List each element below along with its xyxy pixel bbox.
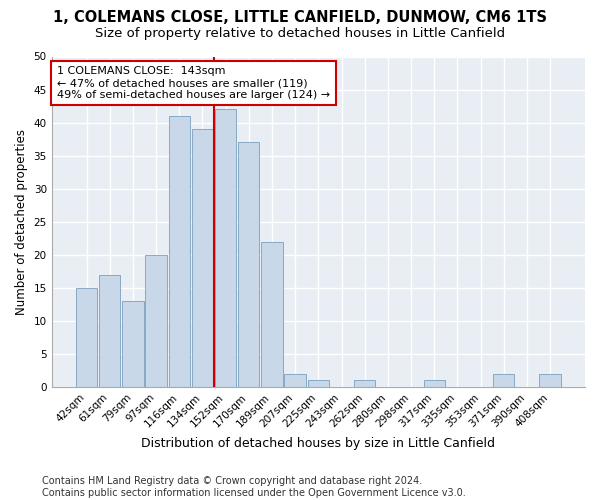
Text: Size of property relative to detached houses in Little Canfield: Size of property relative to detached ho… bbox=[95, 28, 505, 40]
Bar bbox=[169, 116, 190, 387]
Bar bbox=[76, 288, 97, 387]
Bar bbox=[493, 374, 514, 387]
Bar bbox=[284, 374, 306, 387]
Bar bbox=[215, 110, 236, 387]
Text: 1, COLEMANS CLOSE, LITTLE CANFIELD, DUNMOW, CM6 1TS: 1, COLEMANS CLOSE, LITTLE CANFIELD, DUNM… bbox=[53, 10, 547, 25]
Bar bbox=[238, 142, 259, 387]
Bar bbox=[262, 242, 283, 387]
Bar bbox=[192, 129, 213, 387]
Text: Contains HM Land Registry data © Crown copyright and database right 2024.
Contai: Contains HM Land Registry data © Crown c… bbox=[42, 476, 466, 498]
X-axis label: Distribution of detached houses by size in Little Canfield: Distribution of detached houses by size … bbox=[142, 437, 496, 450]
Bar bbox=[122, 301, 143, 387]
Y-axis label: Number of detached properties: Number of detached properties bbox=[15, 128, 28, 314]
Bar bbox=[354, 380, 376, 387]
Bar bbox=[539, 374, 561, 387]
Bar bbox=[99, 274, 121, 387]
Text: 1 COLEMANS CLOSE:  143sqm
← 47% of detached houses are smaller (119)
49% of semi: 1 COLEMANS CLOSE: 143sqm ← 47% of detach… bbox=[57, 66, 330, 100]
Bar bbox=[424, 380, 445, 387]
Bar bbox=[308, 380, 329, 387]
Bar bbox=[145, 255, 167, 387]
